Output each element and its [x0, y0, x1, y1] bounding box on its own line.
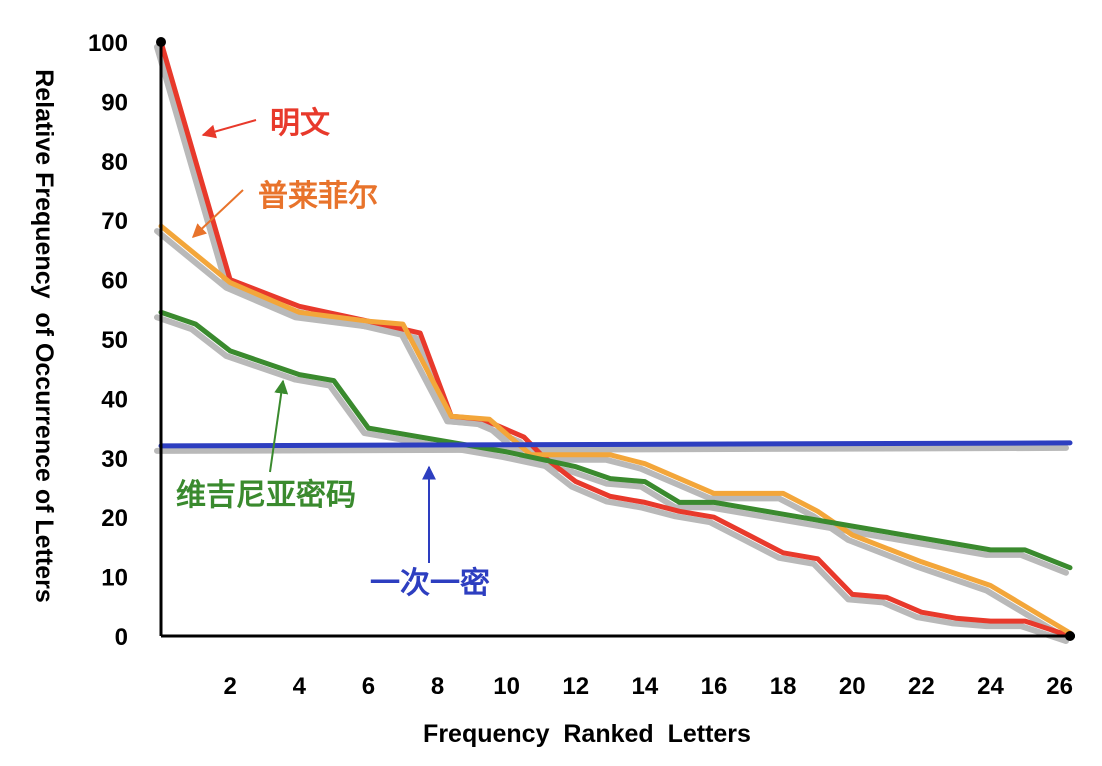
x-axis-title: Frequency Ranked Letters: [423, 720, 751, 748]
annotation-vigenere-arrow: [269, 379, 289, 473]
annotation-one-time-pad: 一次一密: [370, 566, 490, 601]
x-tick-label: 18: [770, 673, 797, 700]
series-line-one-time-pad: [158, 440, 1073, 449]
y-axis-title: Relative Frequency of Occurrence of Lett…: [30, 69, 58, 603]
series-shadow-playfair: [154, 228, 1069, 641]
x-tick-label: 20: [839, 673, 866, 700]
annotation-plaintext-arrow: [201, 119, 257, 139]
annotation-playfair: 普莱菲尔: [258, 179, 378, 214]
y-tick-label: 70: [101, 208, 128, 235]
axis-origin-dot: [156, 37, 166, 47]
series-line-plaintext: [158, 39, 1073, 639]
y-tick-label: 60: [101, 268, 128, 295]
axes: [156, 37, 1075, 641]
x-tick-label: 2: [223, 673, 236, 700]
y-tick-label: 90: [101, 89, 128, 116]
series-lines: [158, 39, 1073, 639]
series-line-vigenere: [158, 309, 1073, 571]
y-tick-label: 20: [101, 505, 128, 532]
x-tick-label: 4: [293, 673, 307, 700]
annotation-vigenere: 维吉尼亚密码: [176, 478, 356, 513]
x-tick-label: 12: [562, 673, 589, 700]
y-tick-label: 100: [88, 30, 128, 57]
annotations: 明文 普莱菲尔 维吉尼亚密码 一次一密: [176, 106, 490, 601]
x-tick-label: 16: [701, 673, 728, 700]
y-tick-label: 40: [101, 386, 128, 413]
series-line-playfair: [158, 223, 1073, 636]
annotation-playfair-arrow: [191, 189, 244, 238]
y-tick-label: 10: [101, 565, 128, 592]
x-tick-label: 24: [977, 673, 1004, 700]
y-tick-label: 30: [101, 446, 128, 473]
y-tick-label: 0: [115, 624, 128, 651]
series-shadow-vigenere: [154, 314, 1069, 576]
x-tick-label: 8: [431, 673, 444, 700]
series-shadow-one-time-pad: [154, 444, 1069, 454]
x-tick-label: 10: [493, 673, 520, 700]
axis-end-dot: [1065, 631, 1075, 641]
x-tick-label: 14: [632, 673, 659, 700]
y-tick-label: 50: [101, 327, 128, 354]
annotation-plaintext: 明文: [270, 106, 330, 141]
x-tick-labels: 2 4 6 8 10 12 14 16 18 20 22 24 26: [223, 673, 1073, 700]
y-tick-label: 80: [101, 149, 128, 176]
x-tick-label: 22: [908, 673, 935, 700]
x-tick-label: 6: [362, 673, 375, 700]
x-tick-label: 26: [1046, 673, 1073, 700]
